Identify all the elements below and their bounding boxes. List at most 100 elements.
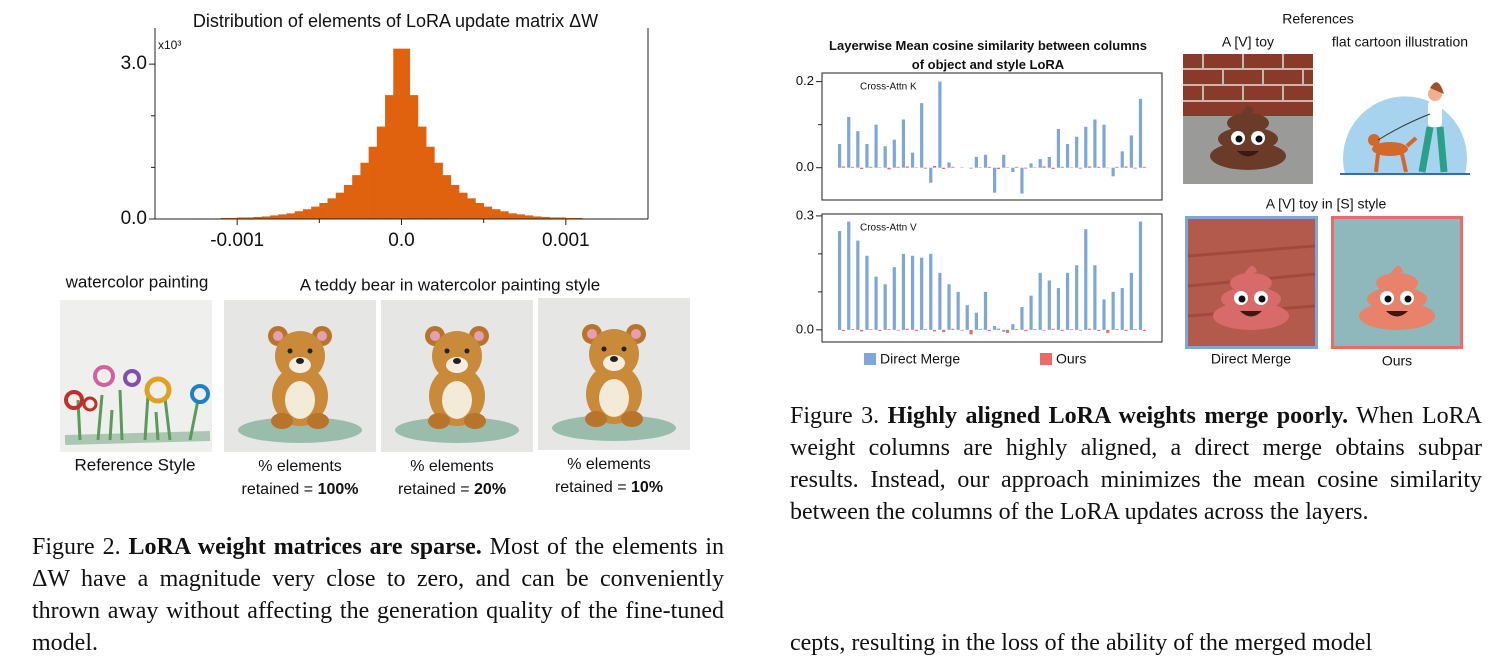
panel-label: retained = 10% — [555, 479, 663, 496]
histogram-bar — [491, 209, 501, 219]
body-text: cepts, resulting in the loss of the abil… — [790, 630, 1373, 656]
cartoon-image-part — [1368, 134, 1380, 146]
histogram-bar — [220, 217, 230, 219]
histogram-bar — [442, 175, 452, 219]
histogram-bar — [278, 214, 287, 219]
chart-subtitle: Cross-Attn K — [860, 82, 917, 93]
legend-label: Direct Merge — [880, 351, 960, 367]
cartoon-image-part — [1428, 101, 1442, 127]
bar — [838, 231, 842, 330]
combined-prompt: A [V] toy in [S] style — [1266, 196, 1387, 212]
y-tick-label: 0.2 — [796, 73, 814, 88]
plot-frame — [821, 72, 1163, 201]
bar — [1038, 159, 1042, 168]
bar — [1047, 280, 1051, 330]
bar — [987, 166, 991, 168]
bar — [969, 167, 973, 169]
toy-image — [1183, 54, 1313, 184]
histogram-bar — [516, 214, 526, 219]
bar — [1020, 307, 1024, 330]
bar — [932, 329, 937, 332]
panel-label: retained = 100% — [242, 481, 359, 498]
y-tick-label: 0.0 — [796, 159, 814, 174]
histogram-bar — [335, 192, 345, 219]
panel-amount: 10% — [631, 479, 663, 496]
cartoon-image-part — [1430, 82, 1444, 94]
bar — [905, 166, 909, 168]
bar — [942, 329, 946, 333]
bar — [929, 253, 933, 330]
bar — [974, 156, 978, 168]
y-scale-label: x10³ — [158, 38, 181, 52]
bar — [1015, 329, 1019, 330]
bar — [1084, 126, 1088, 168]
bar — [850, 329, 855, 330]
cartoon-image-part — [1377, 113, 1431, 141]
bar — [910, 152, 915, 168]
bar — [1024, 167, 1028, 169]
bear-image — [538, 298, 690, 450]
bar — [947, 162, 951, 168]
bar — [1011, 324, 1015, 330]
histogram-bar — [508, 213, 517, 219]
bar — [1124, 166, 1128, 168]
reference-label: Reference Style — [75, 455, 196, 474]
histogram-bar — [393, 48, 402, 219]
histogram-bar — [237, 217, 246, 219]
legend-swatch — [1040, 353, 1052, 365]
bar — [996, 167, 1000, 170]
histogram-bar — [319, 202, 328, 219]
bar — [1075, 136, 1079, 168]
bar — [951, 328, 955, 330]
bar — [1129, 135, 1133, 168]
figure2-caption: Figure 2. LoRA weight matrices are spars… — [32, 531, 724, 657]
reference-style-image-part — [64, 390, 84, 410]
bar — [901, 119, 906, 168]
histogram-bar — [565, 217, 575, 219]
ours-image — [1331, 216, 1463, 349]
figure3-caption: Figure 3. Highly aligned LoRA weights me… — [790, 400, 1482, 528]
bar — [1093, 119, 1097, 168]
bar — [942, 167, 946, 170]
caption-label: Figure 2. — [32, 534, 121, 560]
bar — [874, 124, 878, 168]
bar — [920, 103, 924, 168]
bar — [1042, 329, 1046, 331]
histogram-bar — [270, 215, 279, 219]
reference-style-image-part — [93, 365, 115, 387]
bar — [1078, 167, 1083, 169]
object-prompt: A [V] toy — [1222, 34, 1274, 50]
histogram-bar — [532, 216, 542, 219]
histogram-bar — [426, 146, 435, 219]
bar — [1033, 329, 1037, 330]
histogram-bar — [417, 126, 427, 219]
bar — [938, 272, 942, 330]
bar — [1002, 329, 1006, 332]
histogram-bar — [376, 126, 386, 219]
bar — [1106, 329, 1110, 333]
caption-text: When LoRA weight columns are highly alig… — [790, 403, 1482, 525]
histogram-bar — [401, 48, 411, 219]
bar — [850, 166, 855, 168]
bar — [1120, 288, 1124, 330]
bar — [1029, 295, 1033, 330]
bar — [1115, 166, 1119, 168]
bar — [1102, 124, 1106, 168]
histogram-bar — [352, 175, 361, 219]
panel-amount: 100% — [318, 481, 359, 498]
bar — [1011, 167, 1015, 173]
bar — [1051, 328, 1055, 330]
caption-label: Figure 3. — [790, 403, 880, 429]
bar — [923, 329, 928, 330]
bar — [1111, 291, 1115, 330]
histogram-bar — [524, 215, 534, 219]
bar — [1056, 128, 1061, 168]
histogram-bar — [368, 146, 378, 219]
histogram-bar — [360, 162, 369, 219]
bar — [878, 329, 882, 331]
bar — [1060, 166, 1064, 168]
histogram-bar — [228, 217, 238, 219]
bar — [1002, 154, 1006, 168]
bar — [987, 329, 991, 331]
panel-label: % elements — [410, 458, 494, 475]
